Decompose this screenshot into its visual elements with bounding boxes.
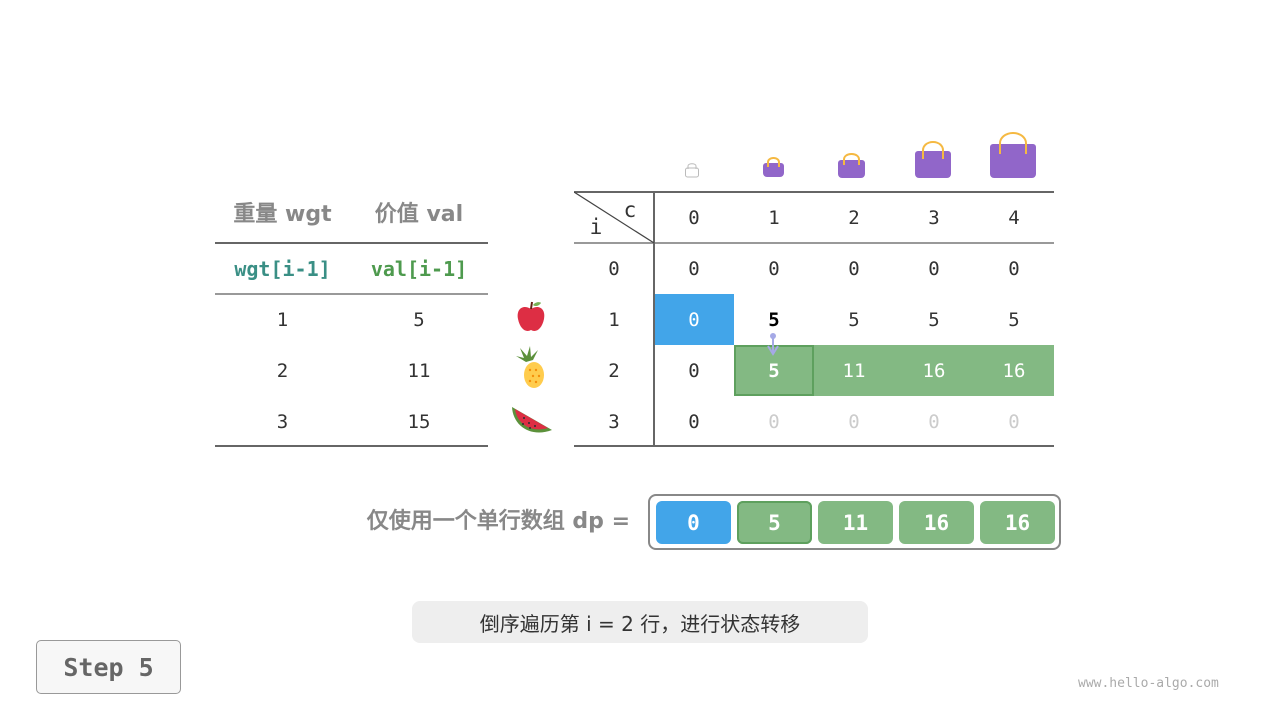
dp-cell: 5: [1008, 308, 1020, 331]
subheader-wgt: wgt[i-1]: [234, 256, 331, 281]
dp-cell: 16: [894, 345, 974, 396]
val-cell: 15: [407, 410, 431, 433]
bag-icon-4: [990, 131, 1036, 178]
dp-cell: 0: [654, 294, 734, 345]
dp-cell: 0: [688, 410, 700, 433]
dp-cell: 0: [928, 257, 940, 280]
bag-icon-1: [763, 156, 784, 177]
bag-icon-3: [915, 140, 951, 178]
dp-cell: 11: [814, 345, 894, 396]
arrow-down-icon: [767, 333, 779, 356]
wgt-cell: 2: [276, 359, 289, 382]
col-header: 3: [928, 206, 940, 229]
dp-cell: 0: [1008, 257, 1020, 280]
dp-cell: 0: [1008, 410, 1020, 433]
dp-array-label: 仅使用一个单行数组 dp =: [366, 509, 630, 534]
val-cell: 11: [407, 359, 431, 382]
divider: [653, 192, 655, 446]
dp-array-container: [648, 494, 1061, 550]
step-button[interactable]: Step 5: [36, 640, 181, 694]
divider: [215, 242, 488, 244]
dp-cell: 0: [768, 257, 780, 280]
dp-cell: 5: [848, 308, 860, 331]
dp-cell: 0: [848, 410, 860, 433]
dp-cell: 5: [928, 308, 940, 331]
divider: [574, 445, 1054, 447]
col-header: 0: [688, 206, 700, 229]
corner-c-label: c: [623, 198, 637, 222]
watermark: www.hello-algo.com: [1078, 676, 1219, 691]
header-val: 价值 val: [374, 202, 464, 227]
col-header: 4: [1008, 206, 1020, 229]
header-wgt: 重量 wgt: [233, 202, 332, 227]
dp-array-cell: 0: [656, 501, 731, 544]
divider: [574, 191, 1054, 193]
val-cell: 5: [413, 308, 425, 331]
row-header: 2: [608, 359, 620, 382]
divider: [215, 445, 488, 447]
wgt-cell: 3: [276, 410, 289, 433]
row-header: 1: [608, 308, 620, 331]
row-header: 0: [608, 257, 620, 280]
empty-bag-icon: [685, 163, 699, 178]
dp-cell: 16: [974, 345, 1054, 396]
dp-cell: 0: [768, 410, 780, 433]
caption: 倒序遍历第 i = 2 行，进行状态转移: [412, 601, 868, 643]
dp-array-cell: 16: [899, 501, 974, 544]
dp-array-cell: 11: [818, 501, 893, 544]
row-header: 3: [608, 410, 620, 433]
corner-diagonal: [574, 192, 654, 243]
dp-cell: 0: [688, 257, 700, 280]
dp-cell: 0: [688, 359, 700, 382]
divider: [574, 242, 1054, 244]
watermelon-icon: [512, 407, 552, 433]
wgt-cell: 1: [276, 308, 289, 331]
bag-icon-2: [838, 152, 865, 178]
dp-cell: 0: [848, 257, 860, 280]
apple-icon: [517, 301, 545, 331]
dp-array-cell: 5: [737, 501, 812, 544]
subheader-val: val[i-1]: [370, 256, 468, 281]
divider: [215, 293, 488, 295]
col-header: 1: [768, 206, 780, 229]
dp-cell: 5: [768, 308, 780, 331]
dp-cell: 0: [928, 410, 940, 433]
dp-array-cell: 16: [980, 501, 1055, 544]
pineapple-icon: [516, 346, 544, 388]
corner-i-label: i: [589, 215, 603, 239]
col-header: 2: [848, 206, 860, 229]
